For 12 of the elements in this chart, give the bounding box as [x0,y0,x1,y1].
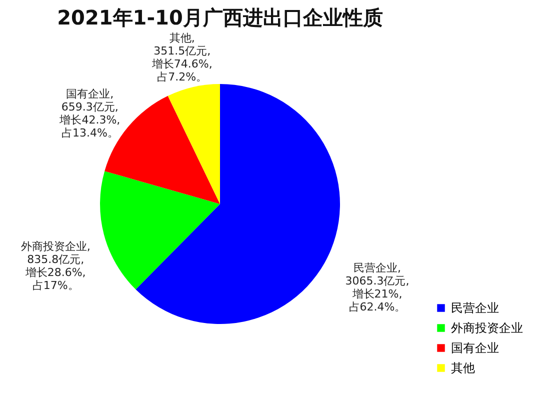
legend-label: 其他 [451,361,475,375]
pie-slice [100,171,220,290]
pie-slice [136,84,340,324]
data-label: 国有企业, 659.3亿元, 增长42.3%, 占13.4%。 [58,88,120,140]
legend-label: 国有企业 [451,341,499,355]
chart-title: 2021年1-10月广西进出口企业性质 [57,5,383,30]
data-label: 其他, 351.5亿元, 增长74.6%, 占7.2%。 [150,31,212,84]
data-label: 民营企业, 3065.3亿元, 增长21%, 占62.4%。 [345,262,410,314]
data-label: 外商投资企业, 835.8亿元, 增长28.6%, 占17%。 [20,240,90,292]
pie-slice [168,84,220,204]
legend-label: 民营企业 [451,301,499,315]
legend-label: 外商投资企业 [451,321,523,335]
